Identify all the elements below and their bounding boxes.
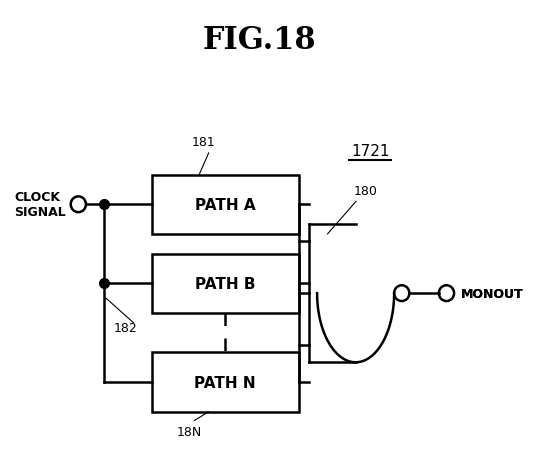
Text: CLOCK
SIGNAL: CLOCK SIGNAL (14, 191, 66, 219)
Text: PATH N: PATH N (195, 375, 256, 390)
Text: 1721: 1721 (351, 143, 390, 158)
Text: 18N: 18N (177, 424, 202, 437)
Text: 182: 182 (114, 322, 138, 335)
Bar (152, 353, 299, 412)
Text: PATH A: PATH A (195, 198, 256, 212)
Bar (152, 175, 299, 235)
Text: FIG.18: FIG.18 (202, 25, 316, 55)
Bar (152, 254, 299, 313)
Text: 181: 181 (192, 136, 216, 149)
Text: MONOUT: MONOUT (461, 287, 523, 300)
Text: 180: 180 (354, 185, 377, 198)
Text: MONOUT: MONOUT (461, 287, 523, 300)
Text: PATH B: PATH B (195, 276, 256, 291)
